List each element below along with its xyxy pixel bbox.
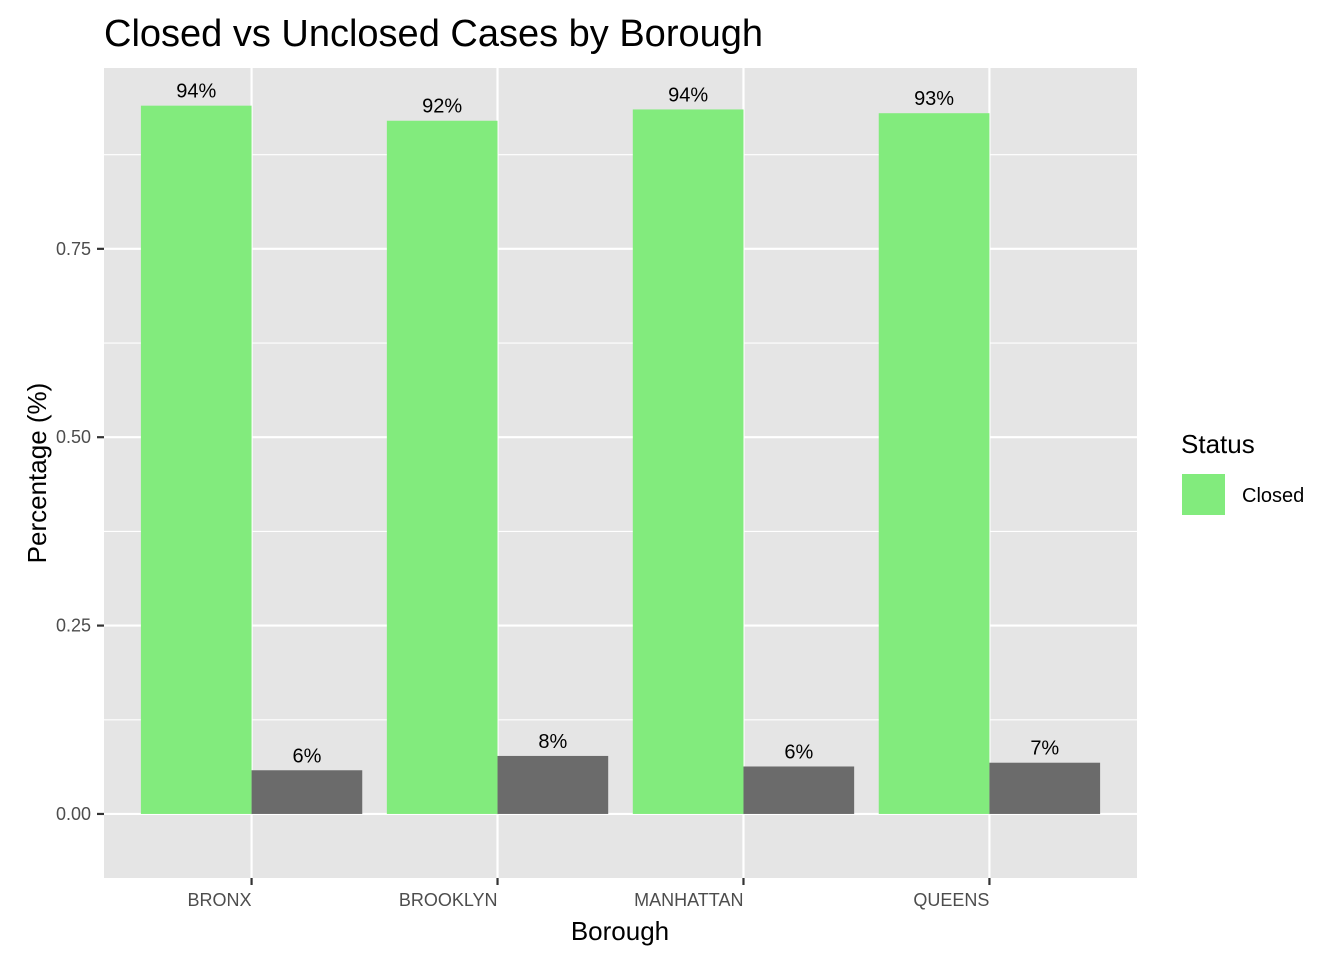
y-tick-label: 0.50 [56, 427, 91, 447]
bars [140, 105, 1101, 814]
data-label: 94% [668, 84, 708, 106]
legend: Status Closed [1180, 429, 1304, 517]
data-label: 92% [422, 96, 462, 118]
bar-series-2 [743, 766, 855, 814]
legend-title: Status [1181, 429, 1255, 459]
data-label: 6% [784, 741, 813, 763]
data-label: 8% [538, 731, 567, 753]
data-label: 7% [1030, 738, 1059, 760]
bar-closed [140, 105, 252, 814]
legend-swatch [1180, 472, 1227, 517]
x-tick-label: MANHATTAN [634, 890, 743, 910]
bar-series-2 [497, 755, 609, 814]
y-tick-label: 0.25 [56, 616, 91, 636]
data-labels: 94% 92% 94% 93% 6% 8% 6% 7% [176, 81, 1059, 768]
bar-closed [878, 113, 990, 814]
x-tick-label: BROOKLYN [399, 890, 498, 910]
data-label: 6% [292, 745, 321, 767]
bar-closed [632, 109, 744, 814]
bar-series-2 [989, 762, 1101, 814]
data-label: 94% [176, 81, 216, 103]
y-tick-label: 0.00 [56, 804, 91, 824]
data-label: 93% [914, 88, 954, 110]
y-tick-label: 0.75 [56, 239, 91, 259]
x-tick-label: BRONX [188, 890, 252, 910]
legend-label: Closed [1242, 485, 1304, 507]
chart-title: Closed vs Unclosed Cases by Borough [104, 13, 763, 55]
x-tick-label: QUEENS [913, 890, 989, 910]
x-axis-title: Borough [571, 916, 669, 946]
y-axis-title: Percentage (%) [22, 383, 52, 564]
axes: 0.00 0.25 0.50 0.75 BRONX BROOKLYN MANHATTAN QU… [56, 239, 991, 910]
bar-series-2 [251, 770, 363, 814]
bar-closed [386, 120, 498, 814]
